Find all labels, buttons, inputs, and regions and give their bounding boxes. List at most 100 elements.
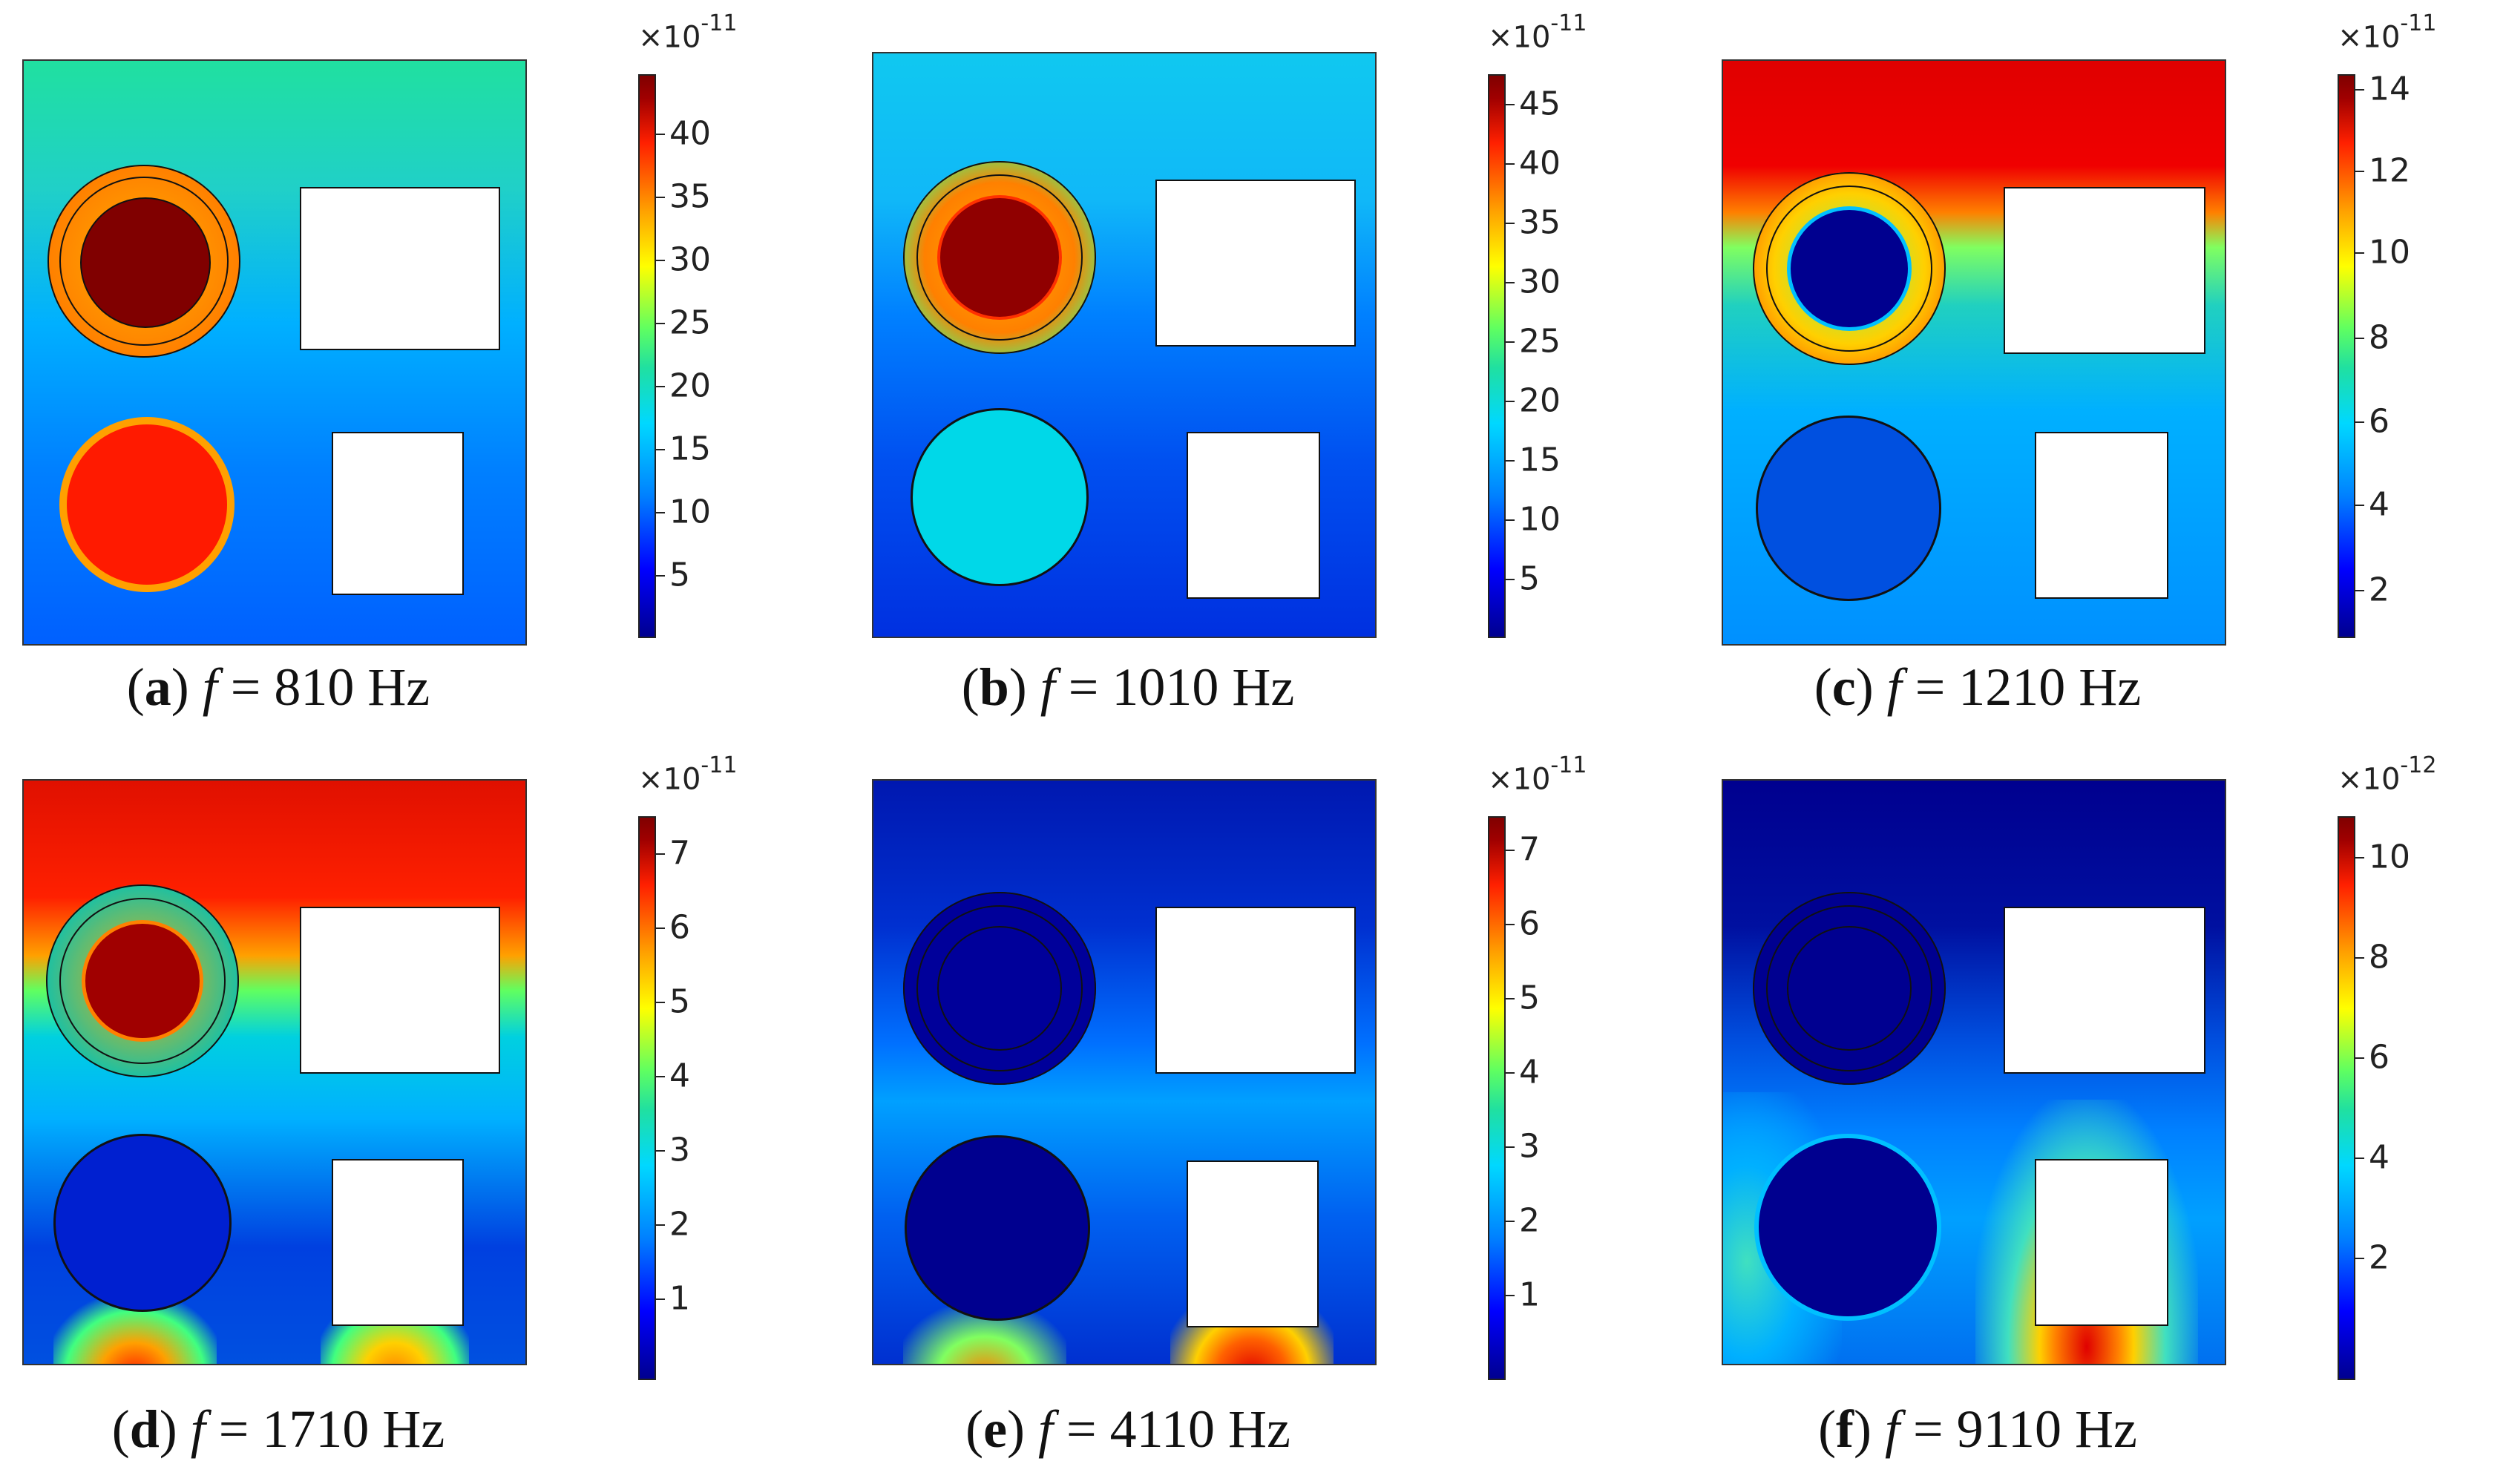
tick-label: 1 bbox=[669, 1279, 690, 1318]
lower-cavity bbox=[1187, 432, 1320, 599]
tick-label: 25 bbox=[1519, 322, 1561, 361]
tick-label: 45 bbox=[1519, 85, 1561, 123]
panel-c: ×10-11 14 12 10 8 6 4 2 (c) f = 1210 Hz bbox=[1699, 0, 2506, 742]
panel-a: ×10-11 40 35 30 25 20 15 10 5 (a) f = 81… bbox=[0, 0, 835, 742]
tick-label: 40 bbox=[669, 114, 711, 153]
upper-circle-ring bbox=[903, 161, 1096, 354]
field-plot-e bbox=[872, 779, 1377, 1365]
colorbar-multiplier: ×10-11 bbox=[1488, 752, 1587, 797]
tick-label: 10 bbox=[1519, 500, 1561, 539]
field-plot-c bbox=[1722, 59, 2226, 646]
upper-cavity bbox=[1155, 907, 1356, 1074]
tick-label: 5 bbox=[669, 982, 690, 1021]
tick-label: 6 bbox=[2369, 1038, 2389, 1077]
colorbar-multiplier: ×10-11 bbox=[638, 752, 738, 797]
upper-circle-core bbox=[82, 920, 203, 1042]
colorbar bbox=[1488, 74, 1506, 638]
tick-label: 8 bbox=[2369, 318, 2389, 357]
tick-label: 35 bbox=[1519, 203, 1561, 242]
upper-circle-ring bbox=[1753, 172, 1946, 365]
upper-circle-ring bbox=[1787, 926, 1912, 1051]
tick-label: 2 bbox=[669, 1205, 690, 1244]
upper-cavity bbox=[2004, 187, 2205, 354]
tick-label: 14 bbox=[2369, 70, 2410, 108]
lower-circle bbox=[1754, 1134, 1941, 1321]
upper-circle-core bbox=[937, 195, 1062, 320]
tick-label: 15 bbox=[1519, 441, 1561, 479]
panel-e: ×10-11 7 6 5 4 3 2 1 (e) f = 4110 Hz bbox=[850, 742, 1685, 1484]
lower-cavity bbox=[2035, 1159, 2168, 1326]
tick-label: 5 bbox=[1519, 559, 1540, 598]
upper-circle-ring bbox=[1753, 892, 1946, 1085]
tick-label: 5 bbox=[669, 556, 690, 594]
upper-cavity bbox=[2004, 907, 2205, 1074]
tick-label: 4 bbox=[2369, 485, 2389, 524]
upper-cavity bbox=[300, 907, 500, 1074]
panel-f: ×10-12 10 8 6 4 2 (f) f = 9110 Hz bbox=[1699, 742, 2506, 1484]
panel-d: ×10-11 7 6 5 4 3 2 1 (d) f = 1710 Hz bbox=[0, 742, 835, 1484]
field-plot-d bbox=[22, 779, 527, 1365]
colorbar bbox=[638, 816, 656, 1380]
lower-circle bbox=[905, 1135, 1090, 1321]
colorbar-multiplier: ×10-11 bbox=[1488, 10, 1587, 55]
lower-circle bbox=[911, 408, 1089, 586]
tick-label: 35 bbox=[669, 177, 711, 216]
tick-label: 8 bbox=[2369, 938, 2389, 976]
panel-b: ×10-11 45 40 35 30 25 20 15 10 5 (b) f =… bbox=[850, 0, 1685, 742]
panel-caption: (b) f = 1010 Hz bbox=[961, 657, 1295, 717]
tick-label: 10 bbox=[2369, 233, 2410, 272]
lower-circle bbox=[1756, 416, 1941, 601]
tick-label: 20 bbox=[669, 367, 711, 405]
field-plot-a bbox=[22, 59, 527, 646]
upper-circle-ring bbox=[916, 905, 1083, 1071]
upper-cavity bbox=[300, 187, 500, 350]
upper-circle-ring bbox=[59, 898, 226, 1064]
tick-label: 25 bbox=[669, 303, 711, 342]
lower-cavity bbox=[332, 432, 464, 595]
upper-circle-ring bbox=[47, 165, 240, 358]
tick-label: 12 bbox=[2369, 151, 2410, 190]
lower-cavity bbox=[1187, 1160, 1319, 1327]
tick-label: 2 bbox=[2369, 571, 2389, 609]
tick-label: 2 bbox=[2369, 1238, 2389, 1277]
colorbar bbox=[1488, 816, 1506, 1380]
colorbar bbox=[638, 74, 656, 638]
colorbar-multiplier: ×10-11 bbox=[638, 10, 738, 55]
tick-label: 3 bbox=[669, 1131, 690, 1169]
upper-cavity bbox=[1155, 180, 1356, 347]
lower-circle bbox=[53, 1134, 232, 1312]
tick-label: 2 bbox=[1519, 1201, 1540, 1240]
panel-caption: (d) f = 1710 Hz bbox=[111, 1399, 445, 1459]
upper-circle-ring bbox=[937, 926, 1062, 1051]
upper-circle-ring bbox=[916, 174, 1083, 341]
tick-label: 10 bbox=[2369, 838, 2410, 876]
upper-circle-ring bbox=[59, 177, 229, 346]
tick-label: 15 bbox=[669, 430, 711, 468]
colorbar-multiplier: ×10-11 bbox=[2338, 10, 2437, 55]
field-plot-b bbox=[872, 52, 1377, 638]
upper-circle-core bbox=[80, 197, 211, 328]
colorbar bbox=[2338, 74, 2355, 638]
tick-label: 6 bbox=[2369, 402, 2389, 441]
tick-label: 6 bbox=[1519, 904, 1540, 943]
tick-label: 1 bbox=[1519, 1275, 1540, 1314]
panel-caption: (e) f = 4110 Hz bbox=[965, 1399, 1290, 1459]
panel-caption: (a) f = 810 Hz bbox=[126, 657, 430, 717]
lower-cavity bbox=[2035, 432, 2168, 599]
colorbar bbox=[2338, 816, 2355, 1380]
upper-circle-ring bbox=[46, 884, 239, 1077]
upper-circle-ring bbox=[1766, 186, 1932, 352]
tick-label: 30 bbox=[669, 240, 711, 279]
upper-circle-ring bbox=[903, 892, 1096, 1085]
tick-label: 4 bbox=[1519, 1053, 1540, 1091]
panel-caption: (c) f = 1210 Hz bbox=[1814, 657, 2142, 717]
upper-circle-ring bbox=[1766, 905, 1932, 1071]
tick-label: 7 bbox=[669, 834, 690, 873]
lower-cavity bbox=[332, 1159, 464, 1326]
tick-label: 20 bbox=[1519, 381, 1561, 420]
tick-label: 40 bbox=[1519, 144, 1561, 183]
tick-label: 30 bbox=[1519, 263, 1561, 301]
panel-caption: (f) f = 9110 Hz bbox=[1818, 1399, 2137, 1459]
colorbar-multiplier: ×10-12 bbox=[2338, 752, 2437, 797]
upper-circle-core bbox=[1787, 206, 1912, 331]
